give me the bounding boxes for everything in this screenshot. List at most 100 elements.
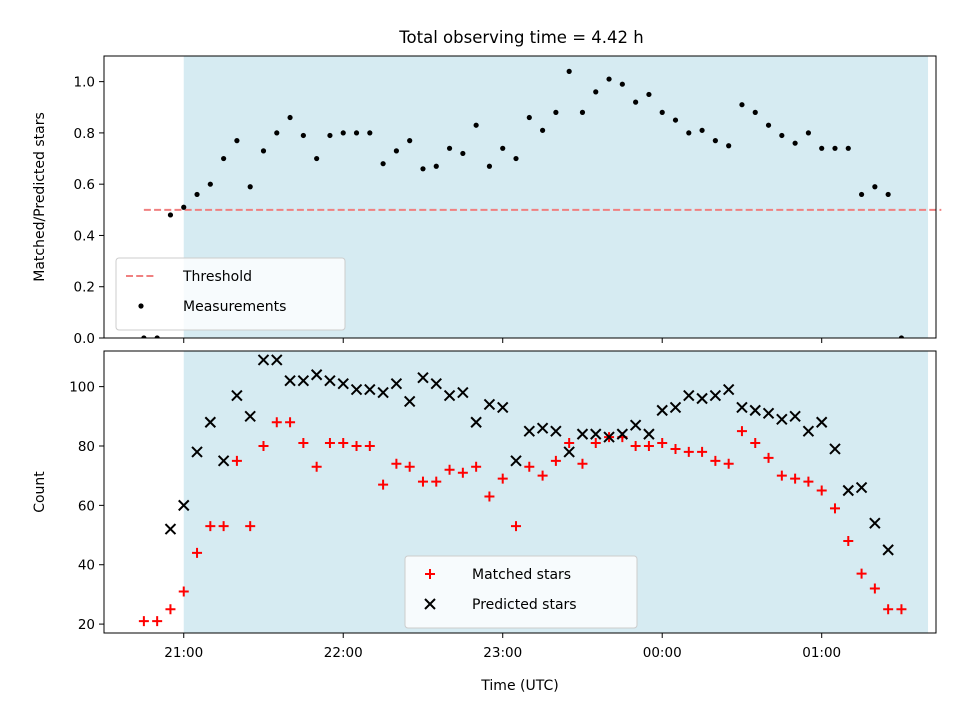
predicted-star-marker: [244, 410, 256, 423]
predicted-star-marker: [403, 395, 416, 408]
measurements-panel: 0.0 0.2 0.4 0.6 0.8 1.0 Matched/Predicted star…: [32, 55, 942, 347]
measurement-point: [752, 109, 758, 115]
y-tick-label: 100: [69, 380, 95, 396]
predicted-star-marker: [523, 425, 536, 437]
predicted-star-marker: [722, 383, 735, 396]
measurement-point: [659, 109, 665, 115]
measurement-point: [353, 130, 360, 136]
measurement-point: [393, 148, 399, 154]
y-tick-label: 0.4: [74, 228, 95, 244]
measurement-point: [420, 166, 426, 172]
x-tick-label: 21:00: [164, 645, 203, 661]
predicted-star-marker: [417, 372, 429, 384]
measurement-point: [606, 76, 612, 82]
measurement-point: [446, 145, 453, 151]
predicted-star-marker: [776, 413, 788, 425]
measurement-point: [805, 130, 812, 136]
predicted-star-marker: [789, 410, 801, 423]
matched-star-marker: [364, 440, 375, 451]
legend: Threshold Measurements: [115, 257, 346, 331]
y-axis-label: Count: [32, 471, 48, 513]
matched-star-marker: [457, 467, 468, 478]
counts-panel: 20 40 60 80 100 21:00 22:00 23:00 00:00 01:00 Coun…: [32, 350, 937, 694]
y-tick-label: 0.8: [74, 126, 95, 142]
matched-star-marker: [271, 417, 282, 428]
legend-predicted-swatch: [424, 598, 436, 610]
predicted-star-marker: [629, 419, 642, 431]
legend-label: Threshold: [182, 269, 252, 285]
y-tick-label: 0.0: [74, 331, 95, 347]
predicted-star-marker: [324, 374, 336, 387]
matched-star-marker: [311, 461, 322, 472]
matched-star-marker: [138, 616, 149, 627]
measurement-point: [633, 99, 639, 105]
measurement-point: [526, 114, 532, 121]
matched-star-marker: [883, 604, 894, 615]
predicted-star-marker: [709, 389, 722, 402]
matched-star-marker: [776, 470, 787, 481]
data-marks: [141, 68, 905, 338]
predicted-star-marker: [271, 354, 283, 366]
measurement-point: [141, 335, 147, 338]
x-axis-label: Time (UTC): [480, 678, 558, 694]
predicted-star-marker: [191, 446, 203, 458]
measurement-point: [221, 155, 227, 162]
matched-star-marker: [471, 461, 482, 472]
measurement-point: [619, 81, 625, 87]
matched-star-marker: [564, 438, 575, 449]
matched-star-marker: [843, 535, 854, 546]
matched-star-marker: [497, 473, 508, 484]
predicted-star-marker: [550, 425, 562, 437]
legend-label: Matched stars: [472, 567, 571, 583]
y-tick-label: 0.2: [74, 280, 95, 296]
matched-star-marker: [710, 455, 721, 466]
predicted-star-marker: [377, 386, 389, 399]
matched-star-marker: [670, 443, 681, 454]
predicted-star-marker: [350, 383, 363, 396]
measurement-point: [579, 109, 586, 115]
y-tick-label: 80: [78, 439, 95, 455]
matched-star-marker: [550, 455, 561, 466]
matched-star-marker: [378, 479, 389, 490]
matched-star-marker: [444, 464, 455, 475]
matched-star-marker: [856, 568, 867, 579]
matched-star-marker: [577, 458, 588, 469]
measurement-point: [739, 102, 745, 108]
matched-star-marker: [524, 461, 535, 472]
legend: Matched stars Predicted stars: [404, 555, 638, 629]
measurement-point: [779, 132, 785, 139]
predicted-star-marker: [217, 455, 230, 467]
matched-star-marker: [803, 476, 814, 487]
measurement-point: [340, 130, 346, 136]
measurement-point: [646, 91, 652, 98]
measurement-point: [287, 114, 293, 121]
measurement-point: [885, 191, 891, 198]
legend-measurement-swatch: [138, 303, 144, 309]
matched-star-marker: [218, 521, 229, 532]
predicted-star-marker: [470, 416, 482, 428]
measurement-point: [672, 117, 679, 123]
x-tick-label: 00:00: [643, 645, 682, 661]
measurement-point: [407, 138, 413, 144]
matched-star-marker: [790, 473, 801, 484]
matched-star-marker: [484, 491, 495, 502]
measurement-point: [898, 335, 905, 338]
chart-title: Total observing time = 4.42 h: [398, 28, 643, 47]
predicted-star-marker: [257, 354, 270, 366]
matched-star-marker: [643, 440, 654, 451]
matched-star-marker: [285, 417, 296, 428]
matched-star-marker: [245, 521, 256, 532]
measurement-point: [433, 163, 439, 169]
axes-frame: [103, 55, 937, 339]
matched-star-marker: [258, 440, 269, 451]
matched-star-marker: [298, 438, 309, 449]
predicted-star-marker: [231, 389, 243, 402]
measurement-point: [858, 191, 865, 198]
measurement-point: [726, 143, 732, 149]
matched-star-marker: [391, 458, 402, 469]
measurement-point: [819, 145, 825, 151]
predicted-star-marker: [430, 377, 442, 390]
legend-label: Measurements: [183, 299, 286, 315]
matched-star-marker: [231, 455, 242, 466]
